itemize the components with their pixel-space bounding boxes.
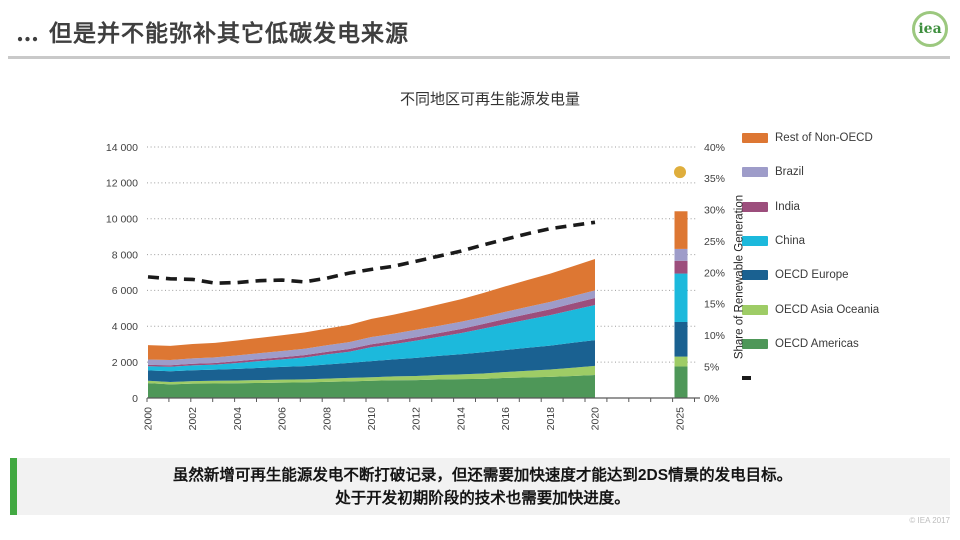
legend-label: Rest of Non-OECD: [775, 132, 873, 144]
left-axis-label: 12 000: [106, 178, 138, 190]
message-line-2: 处于开发初期阶段的技术也需要加快进度。: [335, 490, 630, 507]
bar-2025-oecd-europe: [674, 321, 688, 357]
legend-item-oecd-americas: OECD Americas: [742, 338, 859, 350]
x-axis-label: 2002: [187, 407, 199, 431]
right-axis-label: 0%: [704, 393, 719, 405]
legend-label: India: [775, 200, 800, 213]
bar-2025-china: [674, 273, 688, 322]
slide-title: … 但是并不能弥补其它低碳发电来源: [16, 20, 410, 47]
bar-2025-rest-of-non-oecd: [674, 211, 688, 249]
area-oecd-asia-oceania: [148, 365, 595, 385]
bar-2025-oecd-americas: [674, 366, 688, 398]
area-rest-of-non-oecd: [148, 259, 595, 360]
legend-color-swatch: [742, 304, 768, 315]
message-text: 虽然新增可再生能源发电不断打破记录，但还需要加快速度才能达到2DS情景的发电目标…: [30, 464, 935, 510]
title-divider: [8, 56, 950, 59]
chart-title: 不同地区可再生能源发电量: [399, 91, 580, 108]
message-accent-bar: [10, 458, 17, 515]
right-axis-label: 15%: [704, 299, 725, 311]
legend-item-share-line: [742, 372, 751, 384]
x-axis-label: 2025: [675, 407, 687, 431]
x-axis-label: 2000: [143, 407, 155, 431]
legend-color-swatch: [742, 133, 768, 143]
x-axis-label: 2012: [411, 407, 423, 431]
legend-color-swatch: [742, 167, 768, 178]
right-axis-label: 35%: [704, 173, 725, 185]
legend-dash-marker: [742, 376, 751, 381]
area-oecd-europe: [148, 340, 595, 382]
legend-color-swatch: [742, 338, 768, 349]
legend-item-china: China: [742, 235, 805, 247]
right-axis-label: 25%: [704, 236, 725, 248]
renewables-area-chart: 0 2 000 4 000 6 000 8 000 10 000 12 000 14 000 0…: [106, 142, 725, 431]
legend-label: OECD Europe: [775, 269, 849, 282]
iea-logo: iea: [912, 11, 948, 47]
legend-item-india: India: [742, 201, 800, 213]
footer-copyright: © IEA 2017: [909, 516, 950, 525]
legend-color-swatch: [742, 270, 768, 281]
area-oecd-americas: [148, 375, 595, 398]
area-china: [148, 304, 595, 372]
x-axis-label: 2018: [545, 407, 557, 431]
x-axis-label: 2010: [366, 407, 378, 431]
left-axis-label: 14 000: [106, 142, 138, 154]
legend-label: Brazil: [775, 166, 804, 179]
bar-2025-brazil: [674, 248, 688, 261]
legend-label: OECD Asia Oceania: [775, 303, 880, 316]
left-axis-label: 6 000: [112, 285, 138, 297]
legend-color-swatch: [742, 235, 768, 246]
x-axis-label: 2014: [455, 407, 467, 431]
x-axis-label: 2008: [321, 407, 333, 431]
left-axis-label: 8 000: [112, 249, 138, 261]
legend-label: China: [775, 234, 806, 247]
bar-2025-india: [674, 260, 688, 274]
iea-logo-text: iea: [918, 21, 942, 37]
target-dot-2025: [674, 166, 686, 179]
left-axis-label: 0: [132, 393, 138, 405]
legend-item-brazil: Brazil: [742, 166, 804, 178]
right-axis-label: 10%: [704, 330, 725, 342]
right-axis-label: 40%: [704, 142, 725, 154]
right-axis-label: 5%: [704, 361, 719, 373]
x-axis-label: 2006: [277, 407, 289, 431]
legend-color-swatch: [742, 201, 768, 212]
left-axis-label: 4 000: [112, 321, 138, 333]
bar-2025-oecd-asia-oceania: [674, 356, 688, 367]
right-axis-label: 20%: [704, 267, 725, 279]
right-axis-title: Share of Renewable Generation: [733, 194, 746, 360]
legend-item-oecd-europe: OECD Europe: [742, 269, 849, 281]
left-axis-label: 10 000: [106, 214, 138, 226]
legend-item-rest-of-non-oecd: Rest of Non-OECD: [742, 132, 873, 144]
message-line-1: 虽然新增可再生能源发电不断打破记录，但还需要加快速度才能达到2DS情景的发电目标…: [172, 467, 793, 484]
message-box: 虽然新增可再生能源发电不断打破记录，但还需要加快速度才能达到2DS情景的发电目标…: [10, 458, 950, 515]
left-axis-label: 2 000: [112, 357, 138, 369]
x-axis-label: 2020: [590, 407, 602, 431]
legend-item-oecd-asia-oceania: OECD Asia Oceania: [742, 304, 879, 316]
share-line: [147, 220, 596, 285]
right-axis-label: 30%: [704, 205, 725, 217]
x-axis-label: 2016: [500, 407, 512, 431]
legend-label: OECD Americas: [775, 337, 859, 350]
x-axis-label: 2004: [232, 407, 244, 431]
